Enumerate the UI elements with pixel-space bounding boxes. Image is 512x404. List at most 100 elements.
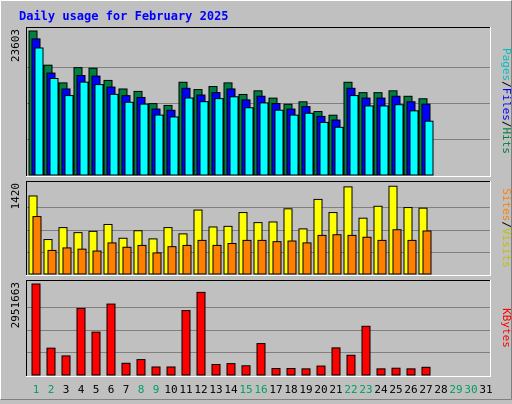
- bar-pages-day-16: [259, 102, 269, 176]
- bar-kbytes-day-1: [31, 283, 41, 376]
- bar-pages-day-15: [244, 107, 254, 176]
- bar-sites-day-7: [122, 246, 132, 275]
- x-tick-label-day-13: 13: [209, 383, 222, 396]
- bar-pages-day-20: [319, 121, 329, 176]
- side-legend-item: Pages: [500, 48, 512, 81]
- y-max-label-kbytes: 2951663: [9, 282, 22, 328]
- bar-kbytes-day-9: [151, 366, 161, 376]
- bar-pages-day-14: [229, 96, 239, 176]
- bar-sites-day-20: [317, 234, 327, 275]
- bar-sites-day-14: [227, 243, 237, 275]
- x-tick-label-day-18: 18: [284, 383, 297, 396]
- bar-sites-day-9: [152, 252, 162, 275]
- bar-sites-day-17: [272, 241, 282, 275]
- bar-pages-day-19: [304, 112, 314, 176]
- bar-sites-day-25: [392, 229, 402, 275]
- bar-kbytes-day-6: [106, 303, 116, 376]
- bar-sites-day-22: [347, 234, 357, 275]
- bar-pages-day-5: [94, 84, 104, 176]
- bar-sites-day-27: [422, 230, 432, 275]
- bar-sites-day-11: [182, 244, 192, 275]
- bar-pages-day-11: [184, 97, 194, 176]
- x-tick-label-day-16: 16: [254, 383, 267, 396]
- bar-pages-day-8: [139, 103, 149, 176]
- y-max-label-hits-files-pages: 23603: [9, 29, 22, 62]
- bar-pages-day-27: [424, 120, 434, 176]
- y-max-label-visits-sites: 1420: [9, 183, 22, 210]
- x-tick-label-day-7: 7: [123, 383, 130, 396]
- bar-kbytes-day-24: [376, 368, 386, 376]
- bar-pages-day-17: [274, 109, 284, 176]
- bar-kbytes-day-16: [256, 343, 266, 376]
- side-legend-hits-files-pages: Pages/Files/Hits: [500, 48, 512, 154]
- x-tick-label-day-21: 21: [329, 383, 342, 396]
- bar-kbytes-day-10: [166, 366, 176, 376]
- bar-sites-day-16: [257, 239, 267, 275]
- x-tick-label-day-20: 20: [314, 383, 327, 396]
- x-tick-label-day-26: 26: [404, 383, 417, 396]
- x-tick-label-day-29: 29: [449, 383, 462, 396]
- x-tick-label-day-31: 31: [479, 383, 492, 396]
- side-legend-item: KBytes: [500, 308, 512, 348]
- bar-kbytes-day-25: [391, 367, 401, 376]
- bar-pages-day-12: [199, 101, 209, 176]
- bar-sites-day-23: [362, 236, 372, 275]
- bar-sites-day-1: [32, 216, 42, 275]
- side-legend-item: Visits: [500, 228, 512, 268]
- bar-pages-day-7: [124, 101, 134, 176]
- x-tick-label-day-24: 24: [374, 383, 388, 396]
- bar-sites-day-10: [167, 246, 177, 275]
- bar-kbytes-day-15: [241, 365, 251, 376]
- x-tick-label-day-14: 14: [224, 383, 238, 396]
- bar-pages-day-13: [214, 98, 224, 176]
- bar-pages-day-4: [79, 81, 89, 176]
- bar-kbytes-day-18: [286, 368, 296, 376]
- bar-pages-day-22: [349, 95, 359, 176]
- bar-kbytes-day-2: [46, 347, 56, 376]
- bar-kbytes-day-14: [226, 363, 236, 376]
- bar-sites-day-4: [77, 248, 87, 275]
- x-tick-label-day-28: 28: [434, 383, 447, 396]
- bar-kbytes-day-13: [211, 364, 221, 376]
- x-tick-label-day-19: 19: [299, 383, 312, 396]
- bar-pages-day-25: [394, 104, 404, 176]
- bar-sites-day-19: [302, 242, 312, 275]
- bar-pages-day-18: [289, 114, 299, 176]
- bar-kbytes-day-22: [346, 354, 356, 376]
- side-legend-visits-sites: Sites/Visits: [500, 188, 512, 268]
- x-tick-label-day-5: 5: [93, 383, 100, 396]
- bar-kbytes-day-8: [136, 359, 146, 376]
- bar-kbytes-day-17: [271, 368, 281, 376]
- bar-kbytes-day-27: [421, 366, 431, 376]
- x-tick-label-day-30: 30: [464, 383, 477, 396]
- bar-pages-day-9: [154, 114, 164, 176]
- side-legend-item: /: [500, 121, 512, 128]
- x-tick-label-day-23: 23: [359, 383, 372, 396]
- bar-kbytes-day-3: [61, 355, 71, 376]
- x-tick-label-day-17: 17: [269, 383, 282, 396]
- bar-kbytes-day-23: [361, 325, 371, 376]
- x-tick-label-day-22: 22: [344, 383, 357, 396]
- bar-pages-day-24: [379, 105, 389, 176]
- x-tick-label-day-11: 11: [179, 383, 192, 396]
- bar-sites-day-18: [287, 240, 297, 275]
- x-tick-label-day-27: 27: [419, 383, 432, 396]
- x-tick-label-day-10: 10: [164, 383, 177, 396]
- bar-pages-day-1: [34, 47, 44, 176]
- x-tick-label-day-1: 1: [33, 383, 40, 396]
- x-tick-label-day-15: 15: [239, 383, 252, 396]
- x-tick-label-day-8: 8: [138, 383, 145, 396]
- bar-kbytes-day-21: [331, 347, 341, 376]
- bar-pages-day-6: [109, 93, 119, 176]
- bar-sites-day-24: [377, 239, 387, 275]
- bar-pages-day-3: [64, 95, 74, 176]
- bar-sites-day-5: [92, 250, 102, 275]
- x-tick-label-day-12: 12: [194, 383, 207, 396]
- bar-kbytes-day-11: [181, 310, 191, 376]
- bar-pages-day-2: [49, 78, 59, 176]
- bar-pages-day-26: [409, 110, 419, 176]
- bar-pages-day-21: [334, 126, 344, 176]
- side-legend-item: Files: [500, 88, 512, 121]
- bar-sites-day-21: [332, 234, 342, 275]
